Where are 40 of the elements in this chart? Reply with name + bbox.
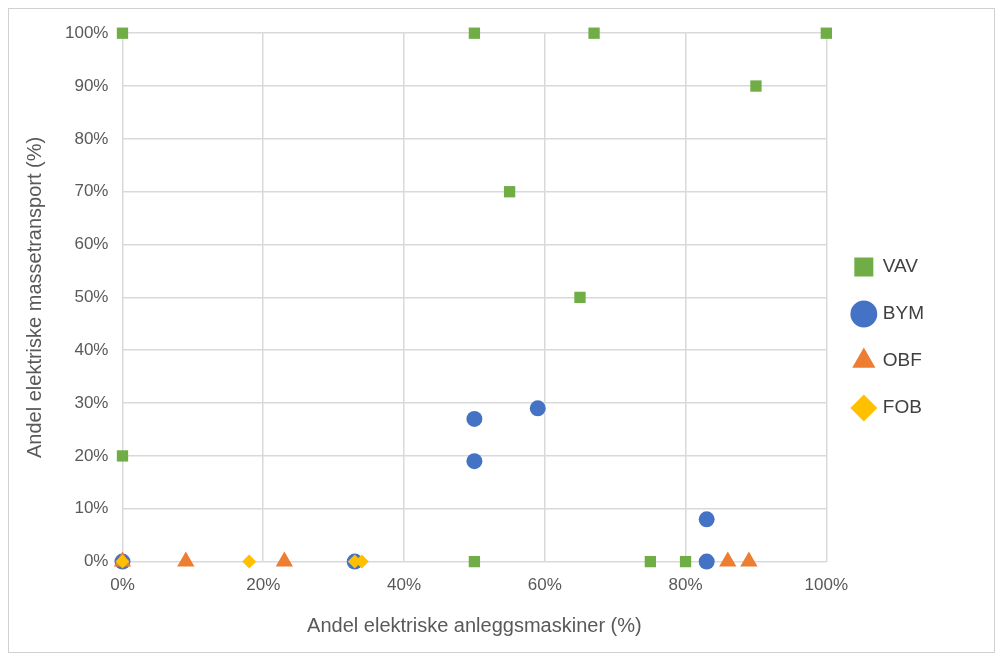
y-tick-label: 50%	[74, 287, 109, 307]
x-tick-label: 60%	[527, 575, 562, 595]
y-tick-label: 90%	[74, 75, 109, 95]
point	[679, 555, 692, 568]
point	[503, 186, 516, 198]
point	[468, 27, 481, 39]
point	[698, 553, 715, 570]
point	[820, 27, 832, 39]
point	[466, 410, 483, 427]
y-tick-label: 80%	[74, 128, 109, 148]
legend-label: VAV	[882, 255, 919, 277]
x-axis-title: Andel elektriske anleggsmaskiner (%)	[307, 613, 642, 636]
y-axis-title: Andel elektriske massetransport (%)	[22, 136, 45, 459]
x-tick-label: 100%	[804, 575, 849, 595]
y-tick-label: 20%	[74, 445, 109, 465]
y-tick-label: 0%	[83, 551, 109, 571]
point	[529, 400, 546, 417]
point	[698, 511, 715, 528]
legend-label: FOB	[882, 396, 922, 418]
point	[242, 554, 257, 569]
x-tick-label: 0%	[110, 575, 135, 595]
point	[468, 555, 481, 568]
point	[466, 453, 483, 470]
legend-label: BYM	[882, 302, 925, 324]
point	[588, 27, 600, 39]
y-tick-label: 10%	[74, 498, 109, 518]
point	[116, 27, 129, 39]
legend-label: OBF	[882, 349, 922, 371]
x-tick-label: 20%	[246, 575, 281, 595]
point	[574, 291, 586, 304]
y-tick-label: 60%	[74, 234, 109, 254]
point	[644, 555, 657, 568]
y-tick-label: 70%	[74, 181, 109, 201]
y-tick-label: 40%	[74, 339, 109, 359]
point	[750, 80, 762, 92]
x-tick-label: 40%	[387, 575, 422, 595]
y-tick-label: 100%	[65, 22, 109, 42]
y-tick-label: 30%	[74, 392, 109, 412]
x-tick-label: 80%	[668, 575, 703, 595]
point	[116, 450, 129, 462]
